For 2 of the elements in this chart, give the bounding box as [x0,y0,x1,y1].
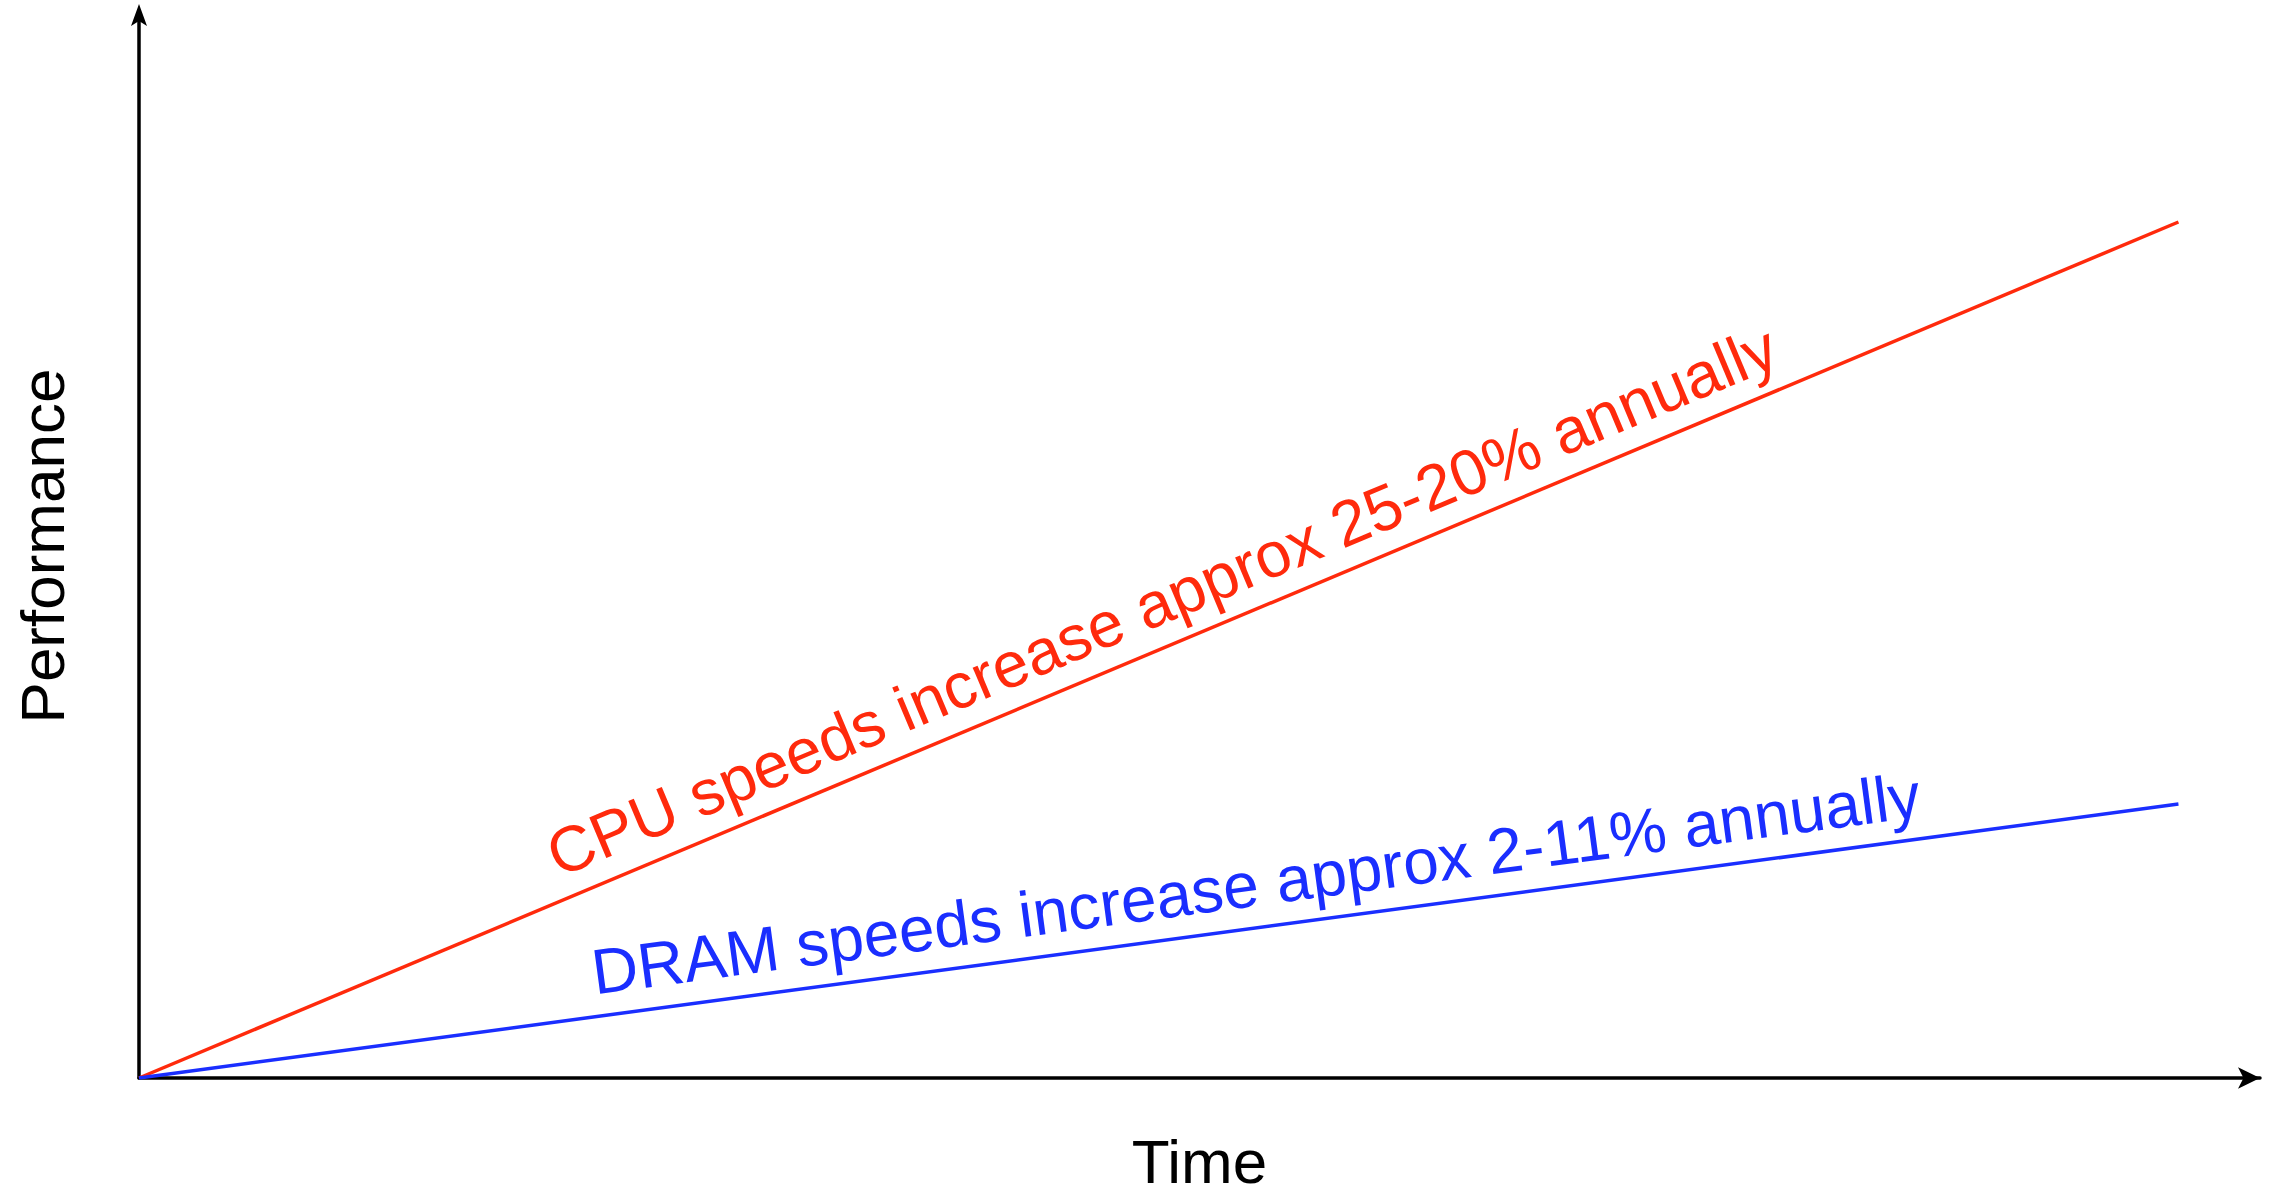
x-axis-title: Time [1131,1126,1268,1196]
y-axis-title: Performance [7,368,77,724]
